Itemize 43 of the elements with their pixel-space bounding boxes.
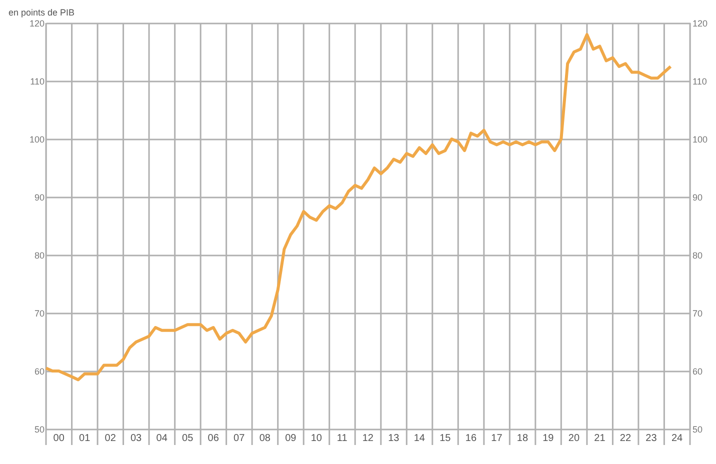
- y-tick-label: 70: [34, 308, 44, 318]
- y-tick-label: 50: [34, 424, 44, 434]
- x-tick-label: 21: [594, 433, 606, 444]
- x-tick-label: 14: [414, 433, 426, 444]
- x-tick-label: 19: [542, 433, 554, 444]
- x-tick-label: 04: [156, 433, 168, 444]
- y2-tick-label: 60: [692, 366, 703, 376]
- x-tick-label: 01: [79, 433, 91, 444]
- x-tick-label: 03: [130, 433, 142, 444]
- y-axis-title: en points de PIB: [8, 8, 75, 18]
- y-tick-label: 80: [34, 250, 44, 260]
- x-tick-label: 00: [53, 433, 65, 444]
- line-series: [44, 33, 672, 382]
- x-tick-label: 10: [310, 433, 322, 444]
- x-tick-label: 24: [671, 433, 684, 444]
- x-tick-label: 02: [104, 433, 116, 444]
- x-tick-label: 16: [465, 433, 477, 444]
- y2-tick-label: 120: [692, 18, 708, 28]
- x-tick-label: 08: [259, 433, 271, 444]
- x-tick-label: 12: [362, 433, 374, 444]
- x-tick-label: 06: [208, 433, 220, 444]
- x-tick-label: 22: [620, 433, 632, 444]
- y2-tick-label: 80: [692, 250, 703, 260]
- x-tick-label: 15: [440, 433, 452, 444]
- x-tick-label: 23: [646, 433, 658, 444]
- x-tick-label: 17: [491, 433, 503, 444]
- y-tick-label: 60: [34, 366, 44, 376]
- y-tick-label: 90: [34, 192, 44, 202]
- y2-tick-label: 100: [692, 134, 708, 144]
- x-tick-label: 20: [568, 433, 580, 444]
- x-tick-label: 09: [285, 433, 297, 444]
- x-tick-label: 05: [182, 433, 194, 444]
- x-tick-label: 11: [336, 433, 348, 444]
- y2-tick-label: 70: [692, 308, 703, 318]
- y-tick-label: 120: [29, 18, 44, 28]
- y-tick-label: 100: [29, 134, 44, 144]
- x-tick-label: 18: [516, 433, 528, 444]
- x-tick-label: 13: [388, 433, 400, 444]
- y2-tick-label: 50: [692, 424, 703, 434]
- y2-tick-label: 110: [692, 76, 707, 86]
- y2-tick-label: 90: [692, 192, 703, 202]
- x-tick-label: 07: [234, 433, 246, 444]
- y-tick-label: 110: [30, 76, 44, 86]
